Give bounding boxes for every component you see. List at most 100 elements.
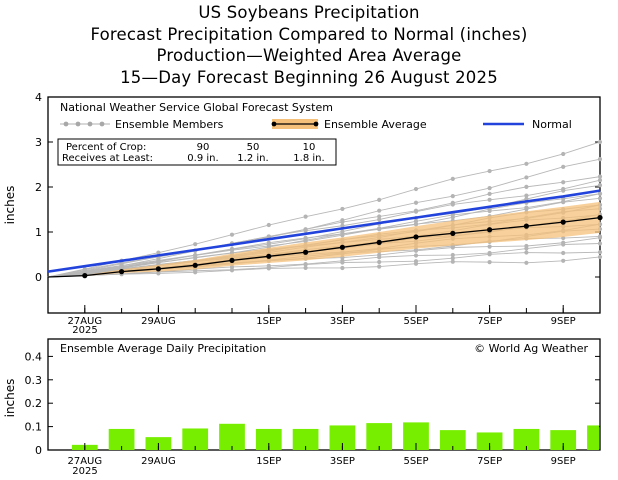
forecast-panel-subtitle: National Weather Service Global Forecast… [60, 101, 333, 114]
legend-normal-label: Normal [532, 118, 572, 131]
ensemble-member-point [377, 226, 382, 231]
daily-x-tick-label: 29AUG [141, 456, 176, 467]
daily-precip-bar [108, 428, 135, 450]
daily-x-tick-label: 3SEP [330, 456, 355, 467]
ensemble-average-point [82, 273, 88, 279]
daily-y-tick-label: 0.1 [25, 421, 43, 434]
ensemble-member-point [413, 221, 419, 227]
ensemble-member-point [597, 139, 603, 145]
forecast-x-tick-label: 1SEP [256, 316, 281, 327]
legend-members-marker [99, 121, 105, 127]
ensemble-member-point [597, 174, 603, 179]
ensemble-member-point [524, 246, 529, 251]
ensemble-spread-band [48, 201, 600, 277]
crop-table-amount-10: 1.8 in. [293, 153, 324, 164]
ensemble-member-point [377, 264, 382, 269]
forecast-y-tick-label: 0 [35, 271, 42, 284]
ensemble-average-point [450, 230, 456, 236]
ensemble-member-point [413, 186, 419, 192]
ensemble-member-point [597, 250, 603, 255]
ensemble-member-point [303, 214, 308, 219]
legend-members-marker [63, 121, 69, 127]
ensemble-member-point [561, 250, 566, 256]
daily-precip-bar [292, 428, 319, 450]
ensemble-member-point [561, 258, 566, 263]
ensemble-member-point [524, 206, 529, 212]
ensemble-member-line [47, 158, 601, 278]
ensemble-member-line [47, 193, 601, 278]
daily-x-tick-label: 7SEP [477, 456, 502, 467]
legend-average-marker [271, 121, 277, 127]
daily-precip-bar [587, 425, 599, 450]
ensemble-member-point [597, 178, 603, 183]
ensemble-member-point [450, 212, 455, 218]
ensemble-member-point [524, 250, 529, 255]
ensemble-member-point [450, 256, 455, 261]
forecast-x-tick-label: 27AUG [67, 316, 102, 327]
ensemble-member-point [597, 191, 603, 196]
forecast-y-tick-label: 1 [35, 226, 42, 239]
ensemble-member-point [303, 262, 308, 267]
daily-precip-bar [550, 430, 577, 450]
ensemble-member-point [450, 202, 455, 207]
legend-members-marker [87, 121, 93, 127]
ensemble-member-point [524, 161, 529, 166]
daily-precip-bar [219, 423, 245, 450]
ensemble-average-point [560, 219, 566, 225]
ensemble-average-point [413, 234, 419, 240]
ensemble-member-point [340, 260, 345, 265]
ensemble-member-point [413, 248, 419, 253]
ensemble-member-point [450, 259, 455, 264]
ensemble-member-point [340, 206, 345, 212]
ensemble-member-point [561, 200, 566, 205]
crop-table-amount-50: 1.2 in. [237, 153, 268, 164]
crop-table-box [57, 138, 337, 166]
forecast-x-tick-label: 3SEP [330, 316, 355, 327]
daily-x-tick-label: 27AUG [67, 456, 102, 467]
ensemble-member-point [229, 268, 235, 273]
ensemble-member-point [340, 265, 345, 271]
ensemble-member-point [193, 255, 198, 260]
ensemble-member-point [377, 214, 382, 219]
chart-titles: US Soybeans Precipitation Forecast Preci… [0, 2, 618, 88]
ensemble-member-point [193, 270, 198, 275]
ensemble-member-point [340, 219, 345, 225]
daily-panel-subtitle: Ensemble Average Daily Precipitation [60, 342, 266, 355]
legend-members-label: Ensemble Members [115, 118, 224, 131]
chart-subtitle-period: 15—Day Forecast Beginning 26 August 2025 [120, 67, 498, 87]
daily-y-tick-label: 0 [35, 444, 42, 457]
daily-x-tick-label: 1SEP [256, 456, 281, 467]
ensemble-member-point [266, 222, 271, 228]
ensemble-average-point [192, 262, 198, 268]
forecast-y-tick-label: 4 [35, 91, 42, 104]
ensemble-member-point [597, 235, 603, 240]
forecast-y-tick-label: 3 [35, 136, 42, 149]
chart-subtitle: Forecast Precipitation Compared to Norma… [90, 24, 528, 44]
ensemble-average-point [155, 266, 161, 272]
ensemble-member-point [266, 240, 271, 245]
ensemble-member-point [377, 255, 382, 260]
daily-y-tick-label: 0.3 [25, 374, 43, 387]
ensemble-member-point [561, 180, 566, 185]
crop-table-percent-50: 50 [247, 142, 260, 153]
ensemble-member-point [597, 157, 603, 162]
ensemble-average-line [47, 216, 601, 278]
ensemble-member-point [266, 266, 271, 271]
ensemble-member-point [487, 168, 492, 174]
ensemble-member-line [47, 197, 601, 278]
forecast-x-tick-label: 5SEP [403, 316, 428, 327]
ensemble-member-point [377, 217, 382, 222]
forecast-x-tick-label: 7SEP [477, 316, 502, 327]
ensemble-member-point [524, 175, 529, 180]
legend-average-marker [313, 121, 319, 127]
crop-table-receives-label: Receives at Least: [62, 153, 153, 164]
daily-y-axis-label: inches [3, 379, 17, 418]
daily-precip-bar [366, 423, 393, 450]
ensemble-member-point [487, 191, 492, 197]
chart-title: US Soybeans Precipitation [198, 3, 420, 22]
ensemble-member-point [340, 233, 345, 238]
ensemble-member-line [47, 141, 601, 278]
ensemble-member-point [597, 196, 603, 201]
ensemble-member-point [597, 254, 603, 260]
legend-average-label: Ensemble Average [324, 118, 427, 131]
